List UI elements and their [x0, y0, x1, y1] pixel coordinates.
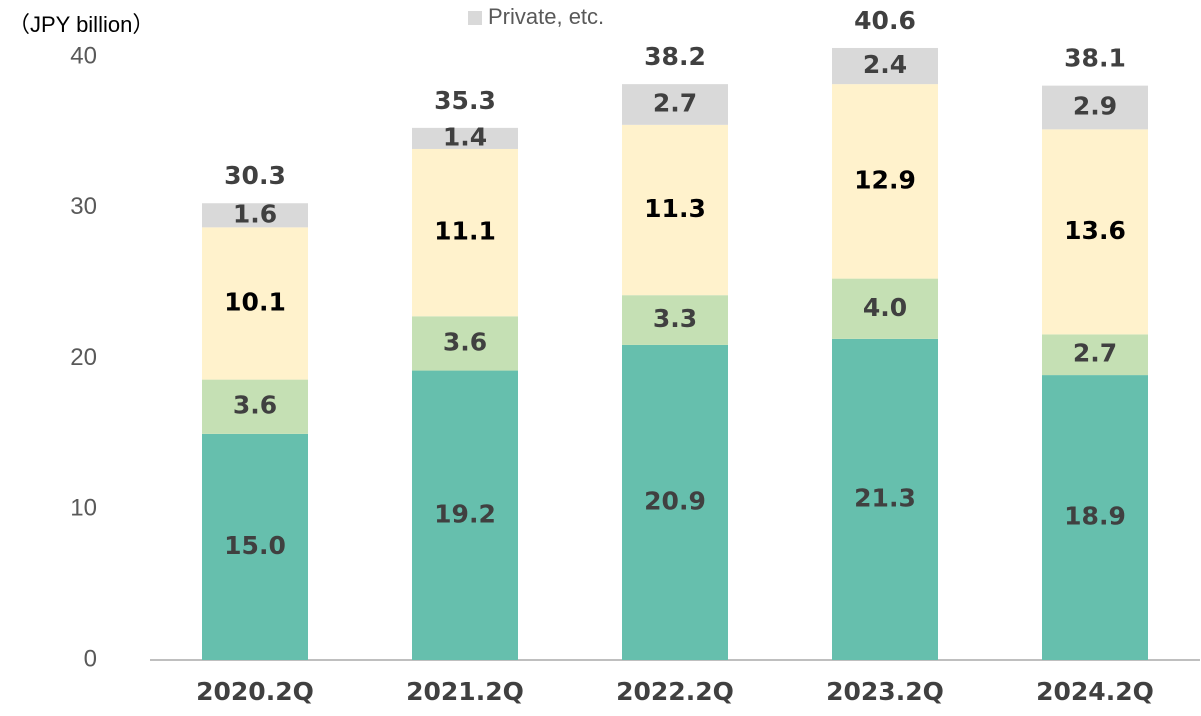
- bar-segment: [202, 227, 308, 380]
- bar-segment: [202, 203, 308, 228]
- bar-segment: [1042, 334, 1148, 376]
- y-tick-label: 30: [70, 193, 97, 220]
- x-tick-label: 2023.2Q: [826, 677, 944, 706]
- bar-segment: [412, 370, 518, 660]
- value-label: 10.1: [224, 287, 286, 316]
- bar-segment: [622, 344, 728, 660]
- bar-segment: [202, 433, 308, 660]
- value-label: 2.4: [863, 50, 907, 79]
- value-label: 2.9: [1073, 92, 1117, 121]
- value-label: 12.9: [854, 165, 916, 194]
- value-label: 11.3: [644, 194, 706, 223]
- value-label: 19.2: [434, 499, 496, 528]
- total-label: 38.2: [644, 42, 706, 71]
- value-label: 3.3: [653, 304, 697, 333]
- total-label: 38.1: [1064, 44, 1126, 73]
- value-label: 2.7: [1073, 339, 1117, 368]
- bar-segment: [1042, 85, 1148, 130]
- value-label: 13.6: [1064, 216, 1126, 245]
- value-label: 2.7: [653, 88, 697, 117]
- y-tick-label: 40: [70, 42, 97, 69]
- value-label: 4.0: [863, 293, 907, 322]
- total-label: 35.3: [434, 86, 496, 115]
- y-tick-label: 10: [70, 495, 97, 522]
- x-tick-label: 2022.2Q: [616, 677, 734, 706]
- bar-segment: [622, 295, 728, 345]
- y-axis-label: （JPY billion）: [8, 12, 154, 37]
- bar-segment: [202, 379, 308, 434]
- bar-segment: [412, 148, 518, 317]
- bar-segment: [412, 127, 518, 149]
- total-label: 30.3: [224, 161, 286, 190]
- bar-segment: [1042, 129, 1148, 335]
- value-label: 15.0: [224, 531, 286, 560]
- legend-swatch: [468, 11, 482, 25]
- bar-segment: [832, 47, 938, 85]
- value-label: 3.6: [233, 391, 277, 420]
- total-label: 40.6: [854, 6, 916, 35]
- legend-label: Private, etc.: [488, 4, 604, 29]
- bar-segment: [1042, 375, 1148, 660]
- x-tick-label: 2024.2Q: [1036, 677, 1154, 706]
- bar-segment: [832, 84, 938, 279]
- bar-segment: [622, 84, 728, 125]
- y-tick-label: 0: [84, 645, 97, 672]
- value-label: 1.4: [443, 122, 487, 151]
- value-label: 20.9: [644, 486, 706, 515]
- value-label: 11.1: [434, 217, 496, 246]
- bar-segment: [622, 124, 728, 296]
- value-label: 21.3: [854, 483, 916, 512]
- x-tick-label: 2020.2Q: [196, 677, 314, 706]
- value-label: 1.6: [233, 199, 277, 228]
- value-label: 3.6: [443, 327, 487, 356]
- bar-segment: [412, 316, 518, 371]
- y-tick-label: 20: [70, 344, 97, 371]
- bar-segment: [832, 278, 938, 339]
- x-tick-label: 2021.2Q: [406, 677, 524, 706]
- bar-segment: [832, 338, 938, 660]
- value-label: 18.9: [1064, 502, 1126, 531]
